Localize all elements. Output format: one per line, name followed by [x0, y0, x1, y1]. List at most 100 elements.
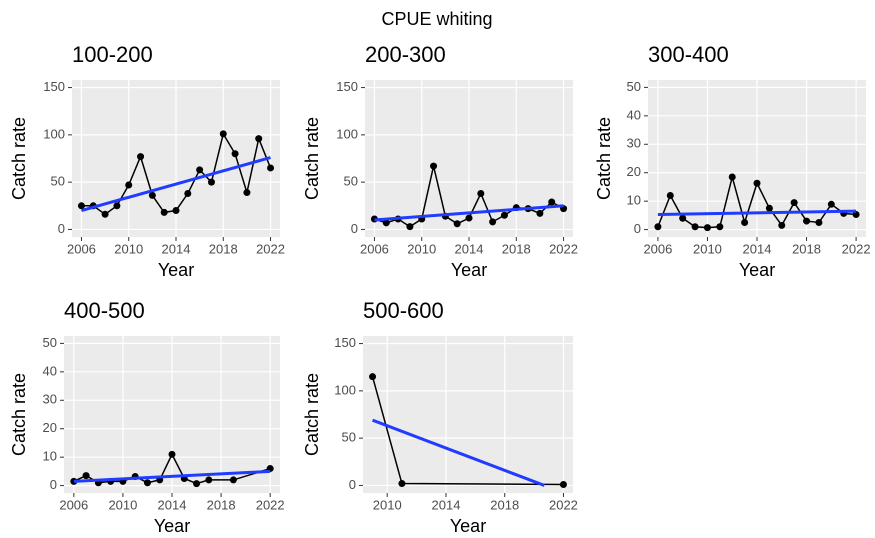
data-point	[728, 173, 736, 181]
data-point	[243, 189, 251, 197]
y-tick-label: 20	[627, 164, 641, 179]
x-axis-label: Year	[451, 260, 487, 280]
x-tick-label: 2010	[693, 241, 722, 256]
x-tick-label: 2018	[490, 497, 519, 512]
data-point	[500, 211, 508, 219]
y-tick-label: 150	[334, 335, 356, 350]
trend-line	[73, 469, 271, 483]
y-tick-label: 0	[351, 221, 358, 236]
data-point	[753, 179, 761, 187]
y-tick-label: 100	[43, 126, 65, 141]
x-tick-label: 2022	[549, 497, 578, 512]
y-axis-label: Catch rate	[302, 373, 322, 456]
x-tick-label: 2022	[256, 497, 285, 512]
y-axis-label: Catch rate	[9, 117, 29, 200]
data-point	[489, 218, 497, 226]
panel-title: 100-200	[72, 42, 153, 67]
data-point	[803, 217, 811, 225]
y-tick-label: 50	[51, 174, 65, 189]
data-point	[778, 221, 786, 229]
panel-title: 200-300	[365, 42, 446, 67]
x-tick-label: 2014	[455, 241, 484, 256]
y-tick-label: 30	[627, 136, 641, 151]
data-point	[852, 211, 860, 219]
y-tick-label: 0	[349, 477, 356, 492]
x-tick-label: 2018	[792, 241, 821, 256]
y-tick-label: 10	[627, 193, 641, 208]
panel-title: 400-500	[64, 298, 145, 323]
data-point	[827, 200, 835, 208]
y-tick-label: 100	[336, 126, 358, 141]
data-point	[113, 202, 121, 210]
data-point	[77, 202, 85, 210]
data-point	[716, 223, 724, 231]
trend-line	[372, 418, 545, 487]
x-tick-label: 2010	[407, 241, 436, 256]
data-point	[267, 164, 275, 172]
data-point	[406, 223, 414, 231]
y-tick-label: 0	[50, 477, 57, 492]
data-point	[143, 479, 151, 487]
x-tick-label: 2010	[114, 241, 143, 256]
data-point	[679, 214, 687, 222]
y-axis-label: Catch rate	[594, 117, 614, 200]
data-point	[137, 153, 145, 161]
y-axis-label: Catch rate	[9, 373, 29, 456]
y-tick-label: 50	[43, 335, 57, 350]
x-axis-label: Year	[154, 516, 190, 536]
data-point	[477, 189, 485, 197]
trend-line	[657, 209, 857, 217]
data-point	[231, 150, 239, 158]
data-point	[666, 191, 674, 199]
data-point	[82, 472, 90, 480]
y-tick-label: 0	[634, 221, 641, 236]
plot-background	[363, 336, 573, 493]
x-axis-label: Year	[450, 516, 486, 536]
data-point	[255, 135, 263, 143]
panel-title: 500-600	[363, 298, 444, 323]
trend-line	[374, 204, 564, 222]
data-point	[382, 219, 390, 227]
data-point	[193, 480, 201, 488]
data-point	[229, 476, 237, 484]
x-tick-label: 2022	[549, 241, 578, 256]
data-point	[790, 199, 798, 207]
data-point	[148, 191, 156, 199]
data-point	[465, 214, 473, 222]
data-point	[125, 181, 133, 189]
data-point	[430, 162, 438, 170]
data-point	[703, 224, 711, 232]
data-point	[172, 207, 180, 215]
x-tick-label: 2022	[256, 241, 285, 256]
y-tick-label: 0	[58, 221, 65, 236]
data-point	[168, 450, 176, 458]
x-tick-label: 2006	[643, 241, 672, 256]
x-tick-label: 2006	[360, 241, 389, 256]
panel-title: 300-400	[648, 42, 729, 67]
x-tick-label: 2014	[162, 241, 191, 256]
x-tick-label: 2010	[108, 497, 137, 512]
y-tick-label: 40	[627, 107, 641, 122]
x-tick-label: 2018	[502, 241, 531, 256]
x-axis-label: Year	[739, 260, 775, 280]
data-point	[741, 218, 749, 226]
y-tick-label: 50	[344, 174, 358, 189]
x-tick-label: 2014	[432, 497, 461, 512]
x-tick-label: 2014	[158, 497, 187, 512]
x-axis-label: Year	[158, 260, 194, 280]
data-point	[160, 208, 168, 216]
y-tick-label: 150	[336, 79, 358, 94]
x-tick-label: 2018	[207, 497, 236, 512]
data-point	[205, 476, 213, 484]
data-point	[207, 178, 215, 186]
y-tick-label: 20	[43, 420, 57, 435]
trend-line	[81, 156, 271, 212]
data-point	[548, 198, 556, 206]
x-tick-label: 2006	[67, 241, 96, 256]
data-point	[369, 373, 377, 381]
y-axis-label: Catch rate	[302, 117, 322, 200]
y-tick-label: 40	[43, 363, 57, 378]
data-point	[691, 223, 699, 231]
y-tick-label: 30	[43, 392, 57, 407]
